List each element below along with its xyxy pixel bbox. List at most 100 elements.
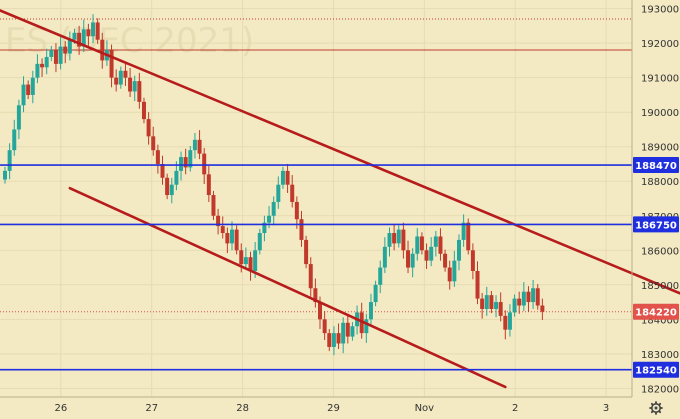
price-tick-label: 188000 — [641, 177, 679, 188]
level-badge-box — [633, 361, 679, 378]
candle-body — [313, 288, 318, 303]
candle-body — [382, 246, 387, 268]
time-tick-label: 3 — [603, 403, 609, 414]
candle-body — [336, 333, 341, 344]
candle-body — [387, 233, 392, 247]
candle-body — [535, 288, 540, 306]
candle-body — [165, 177, 170, 196]
candle-body — [40, 63, 45, 68]
candle-body — [285, 170, 290, 185]
candle-body — [327, 333, 332, 347]
candle-body — [155, 150, 160, 164]
price-tick-label: 183000 — [641, 350, 679, 361]
candle-body — [229, 229, 234, 244]
candle-body — [67, 39, 72, 54]
candle-body — [21, 84, 26, 106]
time-tick-label: 28 — [236, 403, 249, 414]
candle-body — [160, 163, 165, 178]
candle-body — [109, 50, 114, 78]
candle-body — [179, 157, 184, 171]
candle-body — [299, 219, 304, 240]
price-badges: 188470 186750 182540 184220 — [633, 157, 679, 378]
plot-background — [0, 0, 632, 397]
candle-body — [290, 184, 295, 202]
candle-body — [466, 222, 471, 251]
price-tick-label: 192000 — [641, 39, 679, 50]
candle-body — [470, 250, 475, 271]
candle-body — [91, 22, 96, 37]
price-tick-label: 190000 — [641, 108, 679, 119]
candle-body — [77, 32, 82, 47]
candle-body — [512, 298, 517, 313]
candle-body — [174, 170, 179, 185]
candle-body — [540, 305, 545, 312]
candle-body — [132, 81, 137, 92]
candle-body — [489, 295, 494, 309]
candle-body — [280, 170, 285, 185]
candle-body — [368, 302, 373, 320]
candle-body — [345, 322, 350, 337]
candle-body — [86, 29, 91, 37]
candle-body — [151, 136, 156, 151]
candle-body — [3, 170, 7, 180]
candle-body — [225, 233, 230, 244]
price-tick-label: 193000 — [641, 5, 679, 16]
candle-body — [202, 153, 207, 175]
candle-body — [183, 157, 188, 168]
candle-body — [72, 32, 77, 40]
candle-body — [364, 319, 369, 334]
candle-body — [517, 298, 522, 306]
candle-body — [484, 295, 489, 309]
price-tick-label: 182000 — [641, 384, 679, 395]
candle-body — [452, 260, 457, 282]
candle-body — [507, 312, 512, 330]
candle-body — [276, 184, 281, 202]
candle-body — [58, 46, 63, 64]
price-levels — [0, 164, 632, 371]
candle-body — [95, 22, 100, 40]
candle-body — [206, 174, 211, 196]
candle-body — [429, 246, 434, 261]
candle-body — [433, 236, 438, 247]
candle-body — [253, 250, 258, 271]
settings-gear-icon[interactable] — [649, 401, 663, 415]
candle-body — [30, 77, 35, 95]
candle-body — [331, 333, 336, 347]
price-tick-label: 186000 — [641, 246, 679, 257]
candle-body — [188, 150, 193, 168]
candle-body — [406, 250, 411, 268]
candle-body — [220, 226, 225, 234]
candle-body — [192, 139, 197, 151]
candle-body — [197, 139, 202, 154]
candle-body — [234, 229, 239, 251]
candle-body — [401, 229, 406, 251]
candle-body — [378, 267, 383, 285]
candle-body — [100, 39, 105, 61]
candle-body — [53, 50, 58, 64]
candle-body — [137, 81, 142, 102]
time-tick-label: 27 — [145, 403, 158, 414]
candle-body — [424, 250, 429, 261]
candle-body — [141, 101, 146, 120]
candle-body — [271, 201, 276, 216]
price-tick-label: 191000 — [641, 74, 679, 85]
candle-body — [475, 270, 480, 299]
time-tick-label: Nov — [415, 403, 435, 414]
candle-body — [146, 119, 151, 137]
candle-body — [12, 129, 17, 151]
candle-body — [308, 264, 313, 289]
candle-body — [123, 70, 128, 78]
candle-body — [503, 315, 508, 330]
level-badge-label: 186750 — [635, 220, 677, 231]
candle-body — [350, 326, 355, 337]
candle-body — [480, 298, 485, 309]
candle-body — [169, 184, 174, 196]
candle-body — [26, 84, 31, 95]
candle-body — [243, 257, 248, 265]
candle-body — [498, 302, 503, 316]
candle-body — [118, 70, 123, 85]
time-tick-label: 2 — [512, 403, 518, 414]
time-axis: 26 27 28 29 Nov 2 3 — [54, 403, 609, 414]
candle-body — [16, 105, 21, 130]
candle-body — [63, 46, 68, 54]
